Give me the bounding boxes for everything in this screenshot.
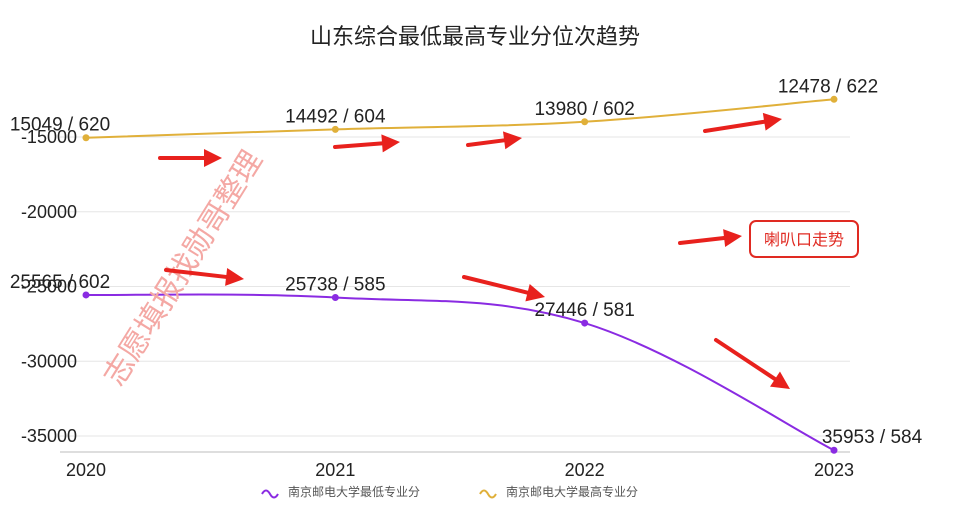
watermark-text: 志愿填报找勋哥整理: [97, 145, 270, 393]
legend-item[interactable]: 南京邮电大学最高专业分: [479, 484, 638, 499]
y-tick-label: -35000: [21, 426, 77, 446]
legend-item[interactable]: 南京邮电大学最低专业分: [261, 484, 420, 499]
annotation-note: 喇叭口走势: [749, 220, 859, 258]
series-line-0: [85, 293, 835, 452]
data-label: 14492 / 604: [285, 106, 386, 127]
legend-line-icon: [261, 489, 279, 499]
arrow-right-icon: [158, 149, 222, 167]
data-label: 15049 / 620: [10, 115, 110, 136]
x-tick-label: 2020: [66, 460, 106, 480]
x-tick-label: 2021: [315, 460, 355, 480]
legend-line-icon: [479, 489, 497, 499]
arrow-right-icon: [333, 134, 400, 153]
legend-label: 南京邮电大学最低专业分: [288, 484, 420, 499]
arrow-right-icon: [714, 338, 790, 389]
data-label: 12478 / 622: [778, 76, 878, 97]
x-tick-label: 2022: [565, 460, 605, 480]
y-tick-label: -25000: [21, 277, 77, 297]
legend[interactable]: 南京邮电大学最低专业分 南京邮电大学最高专业分: [261, 484, 638, 499]
watermark: 志愿填报找勋哥整理: [97, 145, 270, 393]
data-point[interactable]: [581, 118, 589, 126]
y-axis-ticks: -15000 -20000 -25000 -30000 -35000: [21, 127, 77, 446]
annotation-note-box: [749, 220, 859, 258]
data-points: [82, 95, 838, 454]
series-lines: [85, 98, 835, 452]
data-point[interactable]: [581, 319, 589, 327]
arrow-right-icon: [466, 131, 522, 150]
y-tick-label: -20000: [21, 202, 77, 222]
data-label: 25565 / 602: [10, 272, 110, 293]
data-point[interactable]: [830, 95, 838, 103]
arrow-right-icon: [703, 112, 782, 133]
data-labels: 25565 / 602 25738 / 585 27446 / 581 35953 /…: [10, 76, 923, 448]
data-point[interactable]: [331, 294, 339, 302]
data-point[interactable]: [331, 125, 339, 133]
x-tick-label: 2023: [814, 460, 854, 480]
y-tick-label: -30000: [21, 351, 77, 371]
data-label: 35953 / 584: [822, 427, 923, 448]
arrow-right-icon: [462, 275, 545, 302]
x-axis-ticks: 2020 2021 2022 2023: [66, 460, 854, 480]
annotation-note-text: 喇叭口走势: [764, 230, 844, 249]
arrow-right-icon: [678, 229, 742, 247]
data-point[interactable]: [82, 291, 90, 299]
chart-title: 山东综合最低最高专业分位次趋势: [310, 25, 640, 50]
grid-lines: [60, 136, 850, 453]
legend-label: 南京邮电大学最高专业分: [506, 484, 638, 499]
data-label: 13980 / 602: [534, 99, 634, 120]
data-label: 27446 / 581: [534, 300, 634, 321]
y-tick-label: -15000: [21, 127, 77, 147]
series-line-1: [85, 98, 835, 139]
arrow-right-icon: [164, 267, 244, 286]
data-point[interactable]: [82, 134, 90, 142]
annotation-arrows: [158, 112, 790, 389]
data-point[interactable]: [830, 446, 838, 454]
data-label: 25738 / 585: [285, 275, 385, 296]
